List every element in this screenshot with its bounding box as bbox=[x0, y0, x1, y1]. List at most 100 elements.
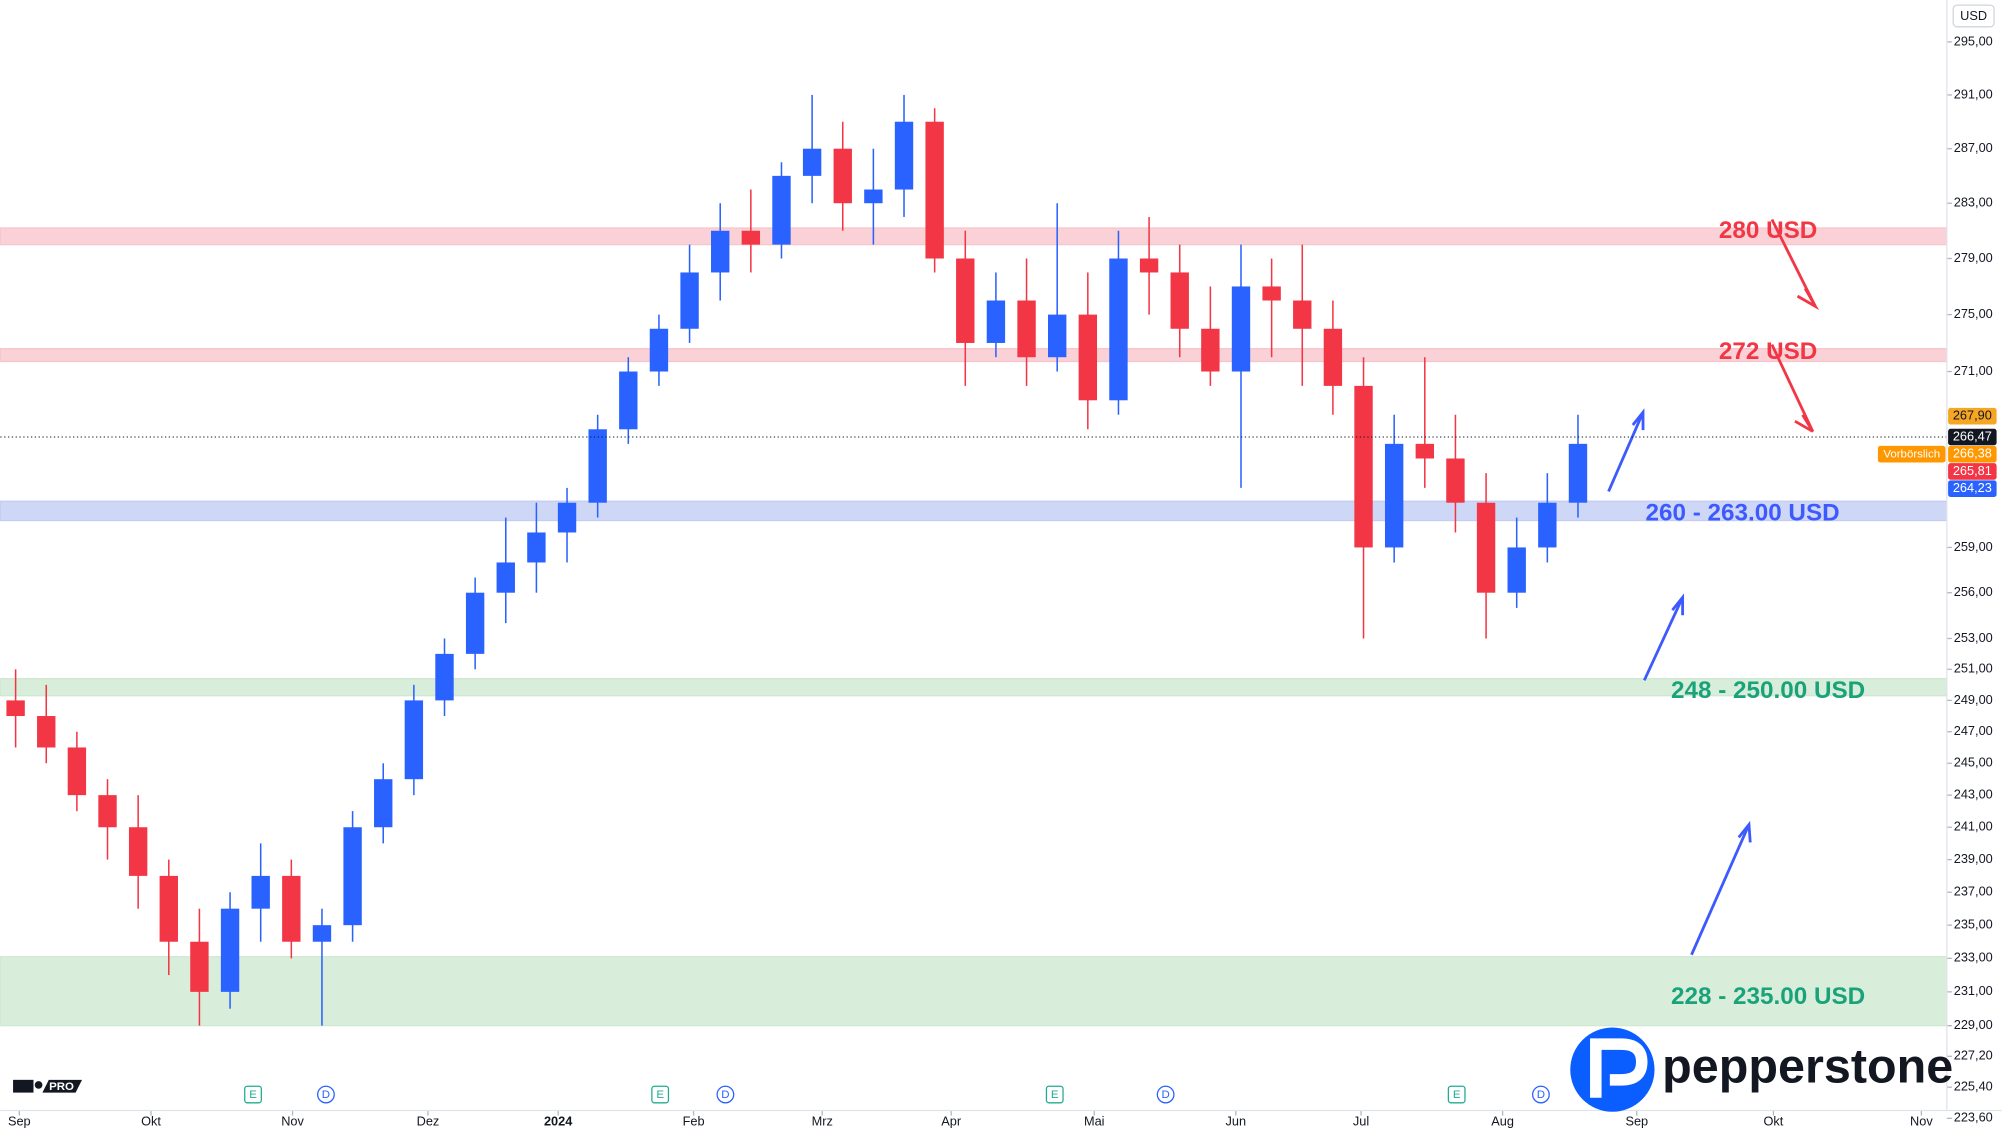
y-tick-label: 239,00 bbox=[1954, 851, 1993, 866]
price-badge-label: 267,90 bbox=[1953, 408, 1992, 423]
candle-body bbox=[496, 562, 515, 593]
candle-body bbox=[619, 371, 638, 430]
price-badge bbox=[1948, 480, 1997, 497]
candle-body bbox=[159, 875, 178, 942]
candle-body bbox=[343, 827, 362, 926]
candle-body bbox=[833, 148, 852, 204]
event-marker bbox=[1045, 1085, 1064, 1104]
price-badge bbox=[1948, 428, 1997, 446]
event-label: E bbox=[1051, 1089, 1059, 1101]
candle-body bbox=[67, 747, 87, 796]
arrow-head bbox=[1796, 287, 1820, 311]
candle-body bbox=[1384, 443, 1404, 548]
price-badge-label: 266,38 bbox=[1953, 446, 1992, 461]
candle-body bbox=[1476, 502, 1496, 593]
x-tick-label: Apr bbox=[941, 1113, 962, 1128]
arrow bbox=[1770, 344, 1815, 433]
arrows bbox=[1607, 218, 1820, 956]
x-tick-label: Feb bbox=[683, 1113, 705, 1128]
logo-p bbox=[1590, 1038, 1648, 1098]
y-tick-label: 253,00 bbox=[1954, 630, 1993, 645]
candle-body bbox=[956, 258, 975, 343]
x-tick-label: Dez bbox=[417, 1113, 440, 1128]
premarket-label: Vorbörslich bbox=[1883, 448, 1940, 460]
y-tick-label: 271,00 bbox=[1954, 363, 1993, 378]
y-tick-label: 247,00 bbox=[1954, 723, 1993, 738]
y-tick-label: 225,40 bbox=[1954, 1079, 1993, 1094]
candle-body bbox=[1078, 314, 1098, 401]
x-tick-label: Jul bbox=[1353, 1113, 1369, 1128]
price-badge-label: 265,81 bbox=[1953, 463, 1992, 478]
zone bbox=[0, 677, 1948, 697]
event-marker bbox=[1531, 1085, 1550, 1104]
candle-body bbox=[190, 941, 209, 992]
annotation: 272 USD bbox=[1719, 338, 1817, 365]
premarket-badge bbox=[1877, 445, 1946, 463]
y-tick-label: 249,00 bbox=[1954, 692, 1993, 707]
candle-body bbox=[128, 827, 148, 876]
candle-body bbox=[711, 230, 730, 273]
candle-body bbox=[802, 148, 822, 176]
candles bbox=[6, 94, 1588, 1026]
price-badge-label: 264,23 bbox=[1953, 480, 1992, 495]
candle-body bbox=[1507, 547, 1526, 593]
candle-body bbox=[404, 700, 424, 780]
grid bbox=[18, 41, 1952, 1119]
y-tick-label: 243,00 bbox=[1954, 787, 1993, 802]
event-marker bbox=[1156, 1085, 1175, 1104]
y-tick-label: 287,00 bbox=[1954, 140, 1993, 155]
y-tick-label: 245,00 bbox=[1954, 755, 1993, 770]
candle-body bbox=[1354, 385, 1373, 548]
candle-body bbox=[1201, 328, 1220, 372]
candle-body bbox=[1323, 328, 1343, 386]
candle-body bbox=[649, 328, 669, 372]
candle-body bbox=[925, 121, 944, 259]
logo-text: pepperstone bbox=[1662, 1039, 1953, 1093]
candle-body bbox=[772, 175, 791, 245]
candle-body bbox=[251, 875, 270, 909]
y-tick-label: 241,00 bbox=[1954, 819, 1993, 834]
y-tick-label: 229,00 bbox=[1954, 1017, 1993, 1032]
price-badge-label: 266,47 bbox=[1953, 428, 1992, 443]
candle-body bbox=[1415, 443, 1434, 459]
candle-body bbox=[1262, 286, 1281, 301]
candle-body bbox=[894, 121, 914, 190]
x-tick-label: Mrz bbox=[812, 1113, 833, 1128]
candle-body bbox=[374, 779, 393, 828]
y-tick-label: 291,00 bbox=[1954, 86, 1993, 101]
x-tick-label: Okt bbox=[1764, 1113, 1784, 1128]
annotation: 248 - 250.00 USD bbox=[1671, 677, 1865, 704]
arrow bbox=[1690, 823, 1751, 956]
event-marker bbox=[244, 1085, 262, 1104]
y-tick-label: 279,00 bbox=[1954, 250, 1993, 265]
arrow-head bbox=[1631, 408, 1645, 431]
arrow-head bbox=[1794, 414, 1814, 433]
candle-body bbox=[588, 429, 607, 503]
candle-body bbox=[1293, 300, 1312, 329]
arrow-head bbox=[1737, 820, 1752, 843]
zone bbox=[0, 956, 1948, 1027]
x-tick-label: Nov bbox=[281, 1113, 304, 1128]
y-tick-label: 231,00 bbox=[1954, 983, 1993, 998]
y-tick-label: 295,00 bbox=[1954, 33, 1993, 48]
y-tick-label: 251,00 bbox=[1954, 661, 1993, 676]
tv-badge-bg bbox=[42, 1079, 82, 1093]
event-label: D bbox=[721, 1089, 729, 1101]
candle-body bbox=[864, 189, 883, 204]
candle-body bbox=[741, 230, 761, 245]
candle-body bbox=[1109, 258, 1128, 401]
y-tick-label: 256,00 bbox=[1954, 584, 1993, 599]
y-tick-label: 235,00 bbox=[1954, 917, 1993, 932]
tv-logo: PRO bbox=[13, 1079, 82, 1093]
candle-body bbox=[1170, 272, 1189, 329]
x-tick-label: Sep bbox=[1625, 1113, 1648, 1128]
x-tick-label: Nov bbox=[1910, 1113, 1933, 1128]
x-tick-label: 2024 bbox=[544, 1113, 573, 1128]
event-marker bbox=[716, 1085, 735, 1104]
tv-logo-mark bbox=[13, 1079, 34, 1093]
candle-body bbox=[282, 875, 301, 942]
tv-logo-dot bbox=[34, 1081, 43, 1089]
currency-button[interactable] bbox=[1952, 4, 1995, 28]
candle-body bbox=[465, 592, 485, 654]
